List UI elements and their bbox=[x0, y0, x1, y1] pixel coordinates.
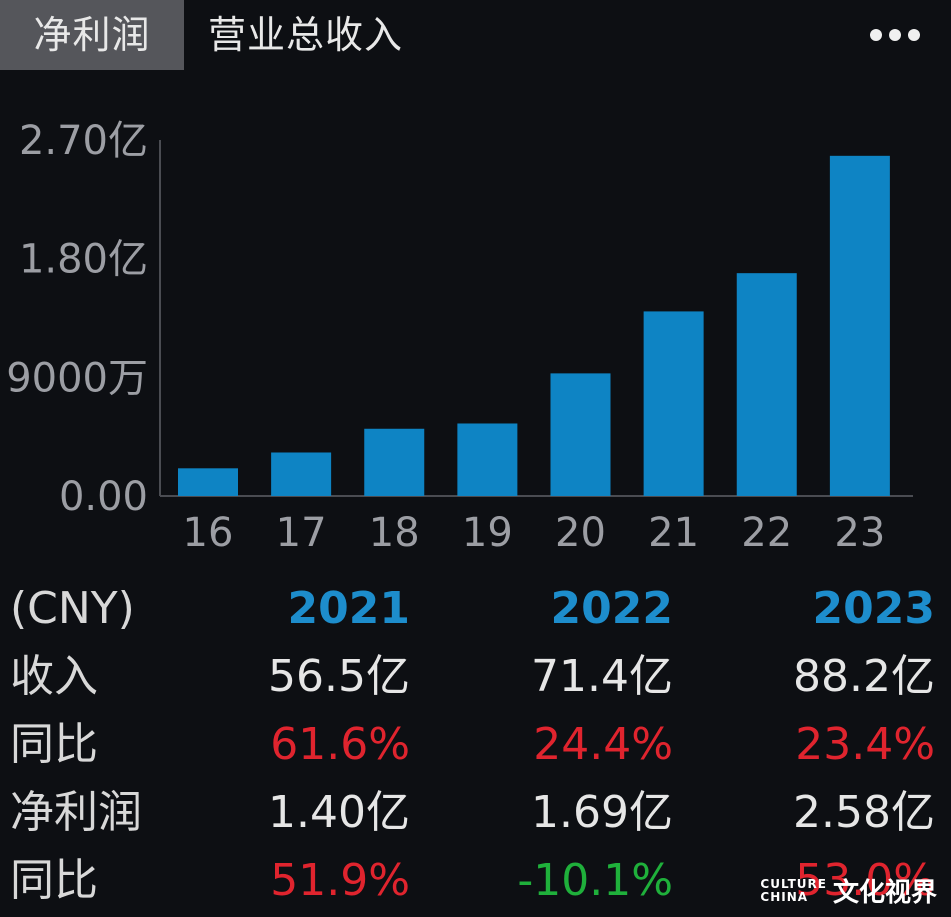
table-cell: 71.4亿 bbox=[531, 651, 673, 702]
x-tick-label: 20 bbox=[555, 510, 606, 556]
y-tick-label: 0.00 bbox=[59, 474, 148, 520]
table-cell: 24.4% bbox=[533, 719, 673, 770]
x-tick-label: 16 bbox=[183, 510, 234, 556]
x-tick-label: 22 bbox=[741, 510, 792, 556]
x-tick-label: 19 bbox=[462, 510, 513, 556]
y-tick-label: 1.80亿 bbox=[19, 237, 148, 283]
bar-23 bbox=[829, 155, 890, 497]
y-tick-label: 2.70亿 bbox=[19, 118, 148, 164]
table-cell: 61.6% bbox=[270, 719, 410, 770]
year-header: 2023 bbox=[812, 583, 935, 634]
table-row-revenue-yoy: 同比 61.6% 24.4% 23.4% bbox=[0, 711, 951, 779]
y-tick-label: 9000万 bbox=[6, 355, 148, 401]
table-cell: 2.58亿 bbox=[793, 787, 935, 838]
x-tick-label: 17 bbox=[276, 510, 327, 556]
tab-bar: 净利润 营业总收入 bbox=[0, 0, 951, 70]
table-cell: 51.9% bbox=[270, 855, 410, 906]
table-header-row: (CNY) 2021 2022 2023 bbox=[0, 575, 951, 643]
tab-total-revenue[interactable]: 营业总收入 bbox=[208, 13, 404, 57]
more-options-icon[interactable] bbox=[867, 22, 923, 48]
x-tick-label: 23 bbox=[834, 510, 885, 556]
financial-summary-table: (CNY) 2021 2022 2023 收入 56.5亿 71.4亿 88.2… bbox=[0, 575, 951, 915]
row-label: 同比 bbox=[10, 855, 98, 906]
table-cell: 56.5亿 bbox=[268, 651, 410, 702]
row-label: 收入 bbox=[10, 651, 98, 702]
dot-icon bbox=[908, 29, 920, 41]
watermark-text: 文化视界 bbox=[832, 878, 937, 908]
year-header: 2022 bbox=[550, 583, 673, 634]
table-cell: -10.1% bbox=[517, 855, 673, 906]
row-label: 净利润 bbox=[10, 787, 142, 838]
bar-18 bbox=[364, 428, 425, 496]
x-tick-label: 21 bbox=[648, 510, 699, 556]
bar-20 bbox=[550, 373, 611, 496]
table-cell: 23.4% bbox=[795, 719, 935, 770]
table-cell: 53.0% bbox=[795, 855, 935, 906]
row-label: 同比 bbox=[10, 719, 98, 770]
bar-19 bbox=[457, 423, 518, 496]
table-cell: 1.40亿 bbox=[268, 787, 410, 838]
currency-label: (CNY) bbox=[10, 583, 135, 634]
dot-icon bbox=[889, 29, 901, 41]
table-row-net-profit-yoy: 同比 51.9% -10.1% 53.0% bbox=[0, 847, 951, 915]
bar-22 bbox=[736, 273, 797, 496]
table-row-revenue: 收入 56.5亿 71.4亿 88.2亿 bbox=[0, 643, 951, 711]
bar-21 bbox=[643, 311, 704, 496]
bar-16 bbox=[178, 468, 238, 496]
bar-17 bbox=[271, 452, 332, 496]
dot-icon bbox=[870, 29, 882, 41]
watermark: CULTURE CHINA 文化视界 bbox=[760, 872, 937, 909]
tab-net-profit[interactable]: 净利润 bbox=[0, 0, 184, 70]
table-cell: 1.69亿 bbox=[531, 787, 673, 838]
watermark-logo: CULTURE CHINA bbox=[760, 876, 827, 904]
net-profit-bar-chart: 0.00 9000万 1.80亿 2.70亿 16 17 18 19 20 21 22 23 bbox=[6, 118, 913, 556]
year-header: 2021 bbox=[287, 583, 410, 634]
table-cell: 88.2亿 bbox=[793, 651, 935, 702]
x-tick-label: 18 bbox=[369, 510, 420, 556]
table-row-net-profit: 净利润 1.40亿 1.69亿 2.58亿 bbox=[0, 779, 951, 847]
